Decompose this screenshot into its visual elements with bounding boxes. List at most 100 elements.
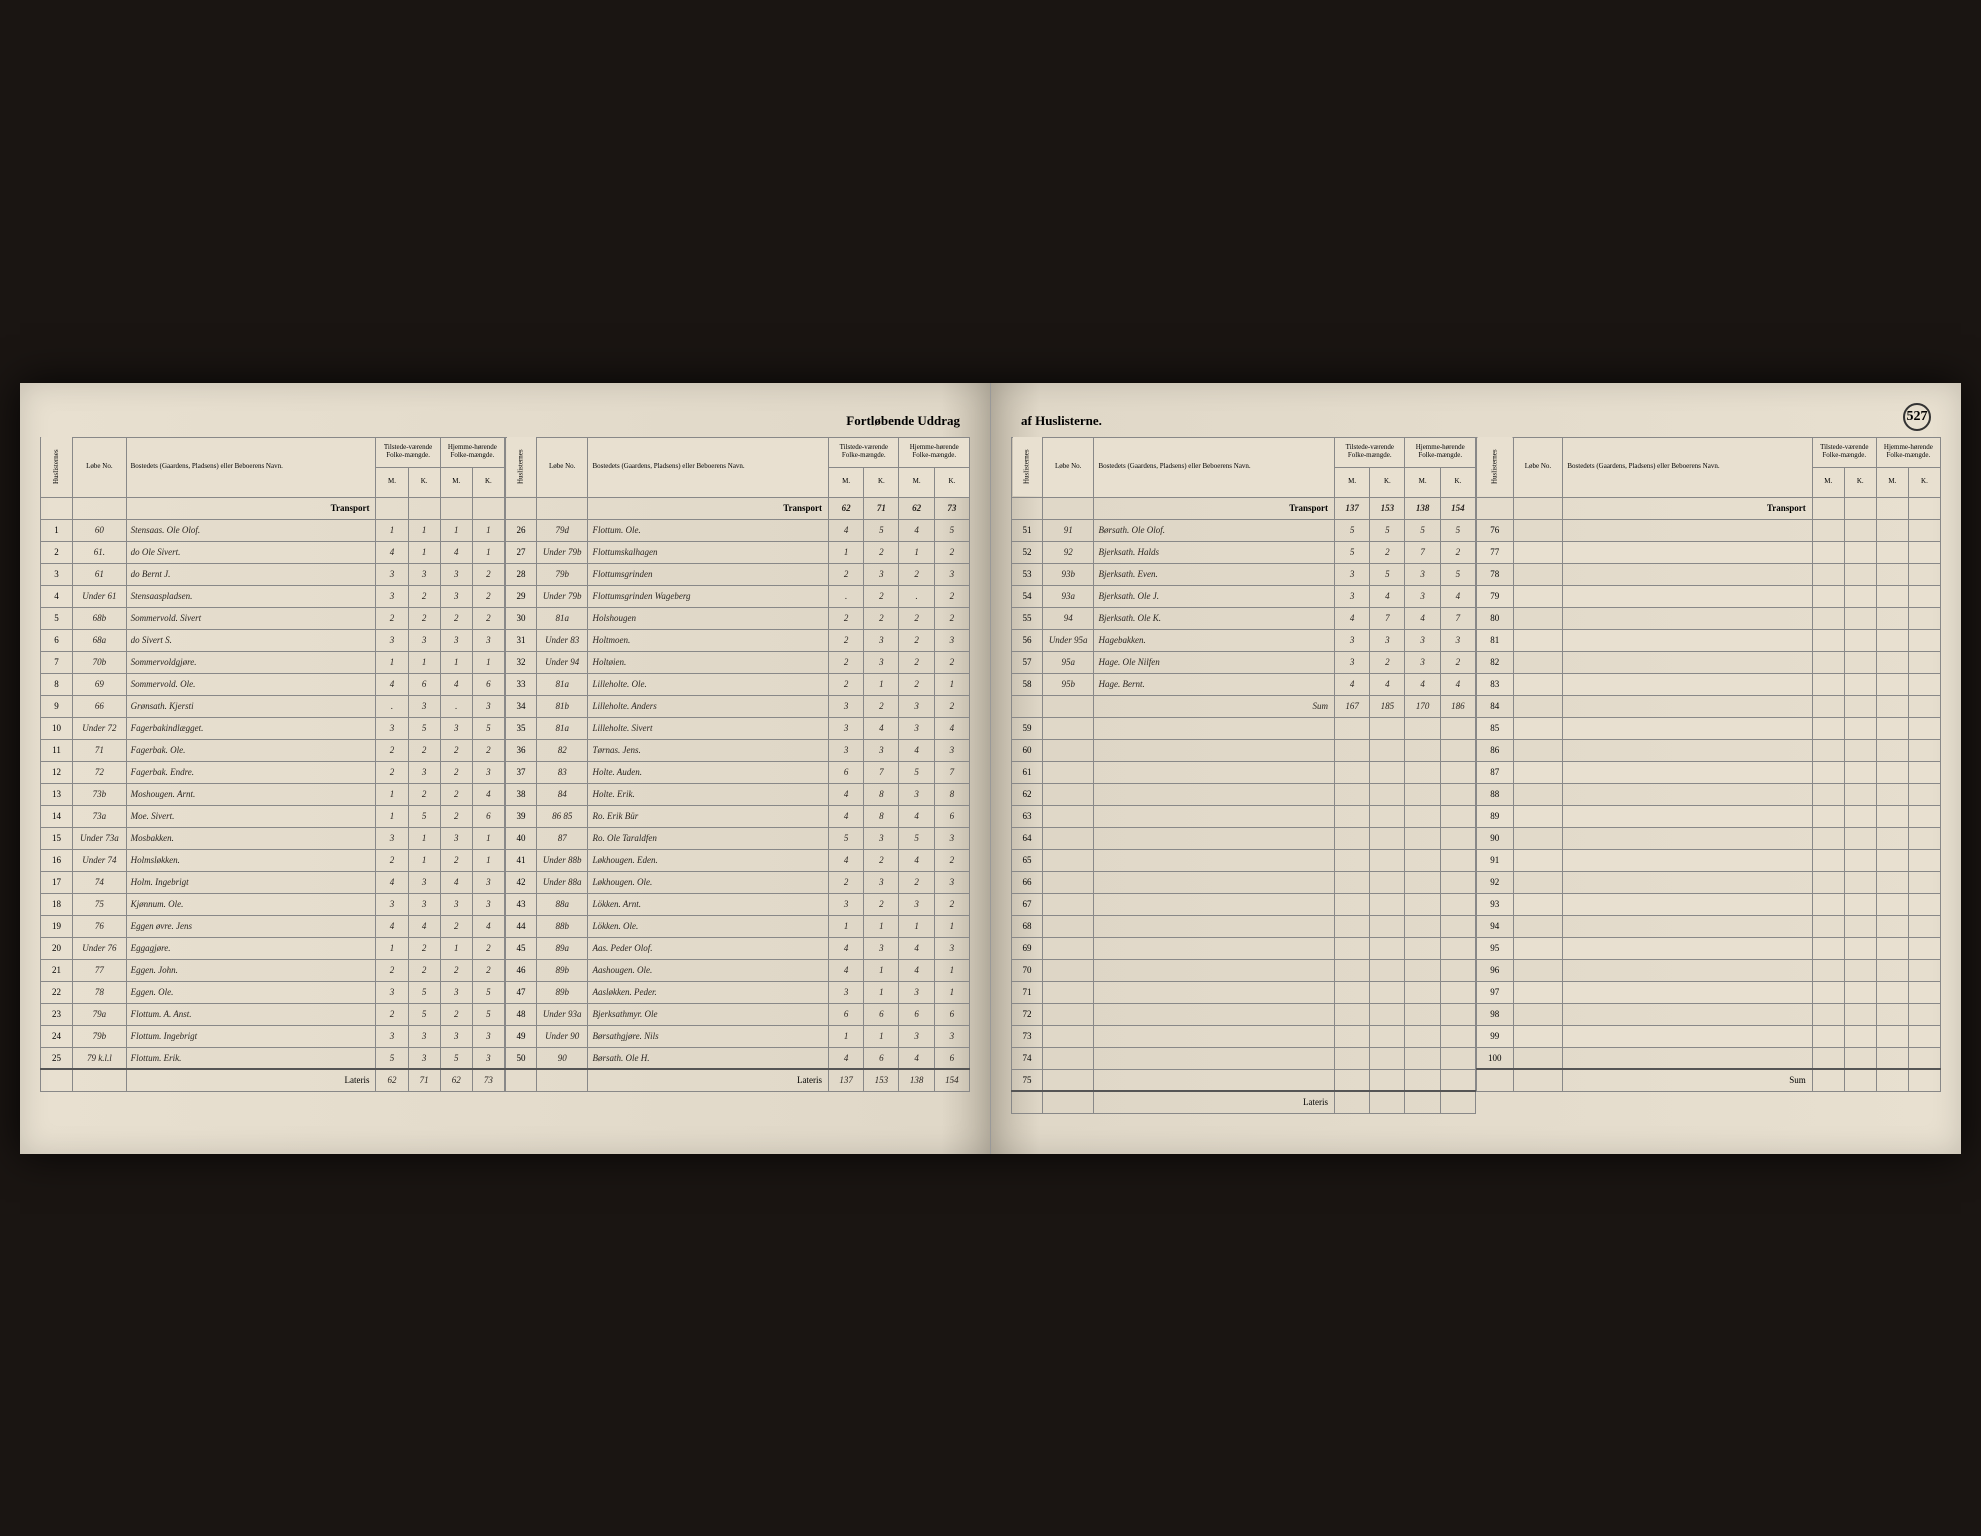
row-k1: 2 [1370, 541, 1405, 563]
transport-label: Transport [1094, 497, 1335, 519]
row-m2: 4 [440, 871, 472, 893]
row-m2: 4 [440, 541, 472, 563]
ledger-row: 55 94 Bjerksath. Ole K. 4 7 4 7 [1012, 607, 1476, 629]
row-k1: 3 [408, 1047, 440, 1069]
ledger-row: 53 93b Bjerksath. Even. 3 5 3 5 [1012, 563, 1476, 585]
row-lobe: 83 [536, 761, 588, 783]
ledger-row-empty: 66 [1012, 871, 1476, 893]
row-lobe: 87 [536, 827, 588, 849]
row-idx: 19 [41, 915, 73, 937]
row-k1: 2 [408, 959, 440, 981]
lateris-m1: 137 [829, 1069, 864, 1091]
row-k2: 4 [472, 915, 504, 937]
row-k1: 2 [1370, 651, 1405, 673]
row-lobe: 79b [536, 563, 588, 585]
row-m1: 5 [1335, 541, 1370, 563]
transport-m1: 137 [1335, 497, 1370, 519]
row-idx: 43 [506, 893, 537, 915]
row-lobe: 79b [73, 1025, 127, 1047]
row-name: Aas. Peder Olof. [588, 937, 829, 959]
ledger-row: 25 79 k.l.l Flottum. Erik. 5 3 5 3 [41, 1047, 505, 1069]
row-k2: 1 [934, 915, 969, 937]
transport-row: Transport [1477, 497, 1941, 519]
row-idx: 16 [41, 849, 73, 871]
ledger-table-1: Huslisternes Løbe No. Bostedets (Gaarden… [40, 437, 505, 1092]
row-k1: 1 [408, 541, 440, 563]
col-m2: M. [1876, 467, 1908, 497]
ledger-row-empty: 90 [1477, 827, 1941, 849]
row-k2: 5 [472, 1003, 504, 1025]
row-k2: 1 [934, 673, 969, 695]
row-k1: 3 [408, 629, 440, 651]
col-m1: M. [1812, 467, 1844, 497]
row-m1: 4 [376, 673, 408, 695]
sum-k1: 185 [1370, 695, 1405, 717]
row-m2: 6 [899, 1003, 934, 1025]
row-idx: 60 [1012, 739, 1043, 761]
row-k1: 1 [864, 981, 899, 1003]
row-idx: 26 [506, 519, 537, 541]
row-name: Flottum. Ingebrigt [126, 1025, 376, 1047]
ledger-row: 58 95b Hage. Bernt. 4 4 4 4 [1012, 673, 1476, 695]
row-k2: 2 [934, 849, 969, 871]
row-k1: 1 [408, 651, 440, 673]
row-m1: 3 [376, 563, 408, 585]
ledger-row-empty: 70 [1012, 959, 1476, 981]
row-m2: 2 [899, 629, 934, 651]
row-m2: 3 [1405, 585, 1440, 607]
row-idx: 99 [1477, 1025, 1514, 1047]
ledger-row: 38 84 Holte. Erik. 4 8 3 8 [506, 783, 970, 805]
row-m1: 4 [1335, 607, 1370, 629]
row-name: Hage. Ole Nilfen [1094, 651, 1335, 673]
row-k1: 5 [864, 519, 899, 541]
ledger-row: 23 79a Flottum. A. Anst. 2 5 2 5 [41, 1003, 505, 1025]
col-k1: K. [1844, 467, 1876, 497]
row-name: Sommervold. Ole. [126, 673, 376, 695]
row-m2: 5 [1405, 519, 1440, 541]
row-lobe: Under 94 [536, 651, 588, 673]
row-idx: 20 [41, 937, 73, 959]
row-idx: 46 [506, 959, 537, 981]
row-name: Bjerksath. Ole K. [1094, 607, 1335, 629]
transport-m2 [440, 497, 472, 519]
col-m2: M. [1405, 467, 1440, 497]
row-m2: 2 [440, 1003, 472, 1025]
row-m1: 3 [376, 629, 408, 651]
lateris-m1: 62 [376, 1069, 408, 1091]
col-m1: M. [829, 467, 864, 497]
row-idx: 92 [1477, 871, 1514, 893]
row-idx: 34 [506, 695, 537, 717]
row-lobe: 69 [73, 673, 127, 695]
row-idx: 4 [41, 585, 73, 607]
row-name: Børsath. Ole H. [588, 1047, 829, 1069]
row-k1: 1 [864, 1025, 899, 1047]
row-k2: 3 [472, 695, 504, 717]
row-k1: 2 [408, 783, 440, 805]
row-m2: 4 [899, 959, 934, 981]
row-m2: 2 [899, 563, 934, 585]
row-lobe: 81a [536, 717, 588, 739]
row-m2: 1 [899, 541, 934, 563]
row-k2: 1 [472, 849, 504, 871]
ledger-row-empty: 76 [1477, 519, 1941, 541]
row-m2: 3 [899, 783, 934, 805]
row-k2: 3 [934, 937, 969, 959]
row-k1: 1 [408, 519, 440, 541]
row-k2: 3 [934, 1025, 969, 1047]
row-m2: 5 [440, 1047, 472, 1069]
row-idx: 79 [1477, 585, 1514, 607]
row-lobe: 94 [1042, 607, 1094, 629]
row-idx: 58 [1012, 673, 1043, 695]
row-lobe: 68a [73, 629, 127, 651]
row-m2: 4 [899, 805, 934, 827]
row-m2: 3 [440, 981, 472, 1003]
row-name: Holmsløkken. [126, 849, 376, 871]
row-name: Kjønnum. Ole. [126, 893, 376, 915]
row-name: Eggen. John. [126, 959, 376, 981]
row-k2: 2 [934, 651, 969, 673]
row-idx: 71 [1012, 981, 1043, 1003]
col-m1: M. [376, 467, 408, 497]
row-idx: 72 [1012, 1003, 1043, 1025]
col-hjemme: Hjemme-hørende Folke-mængde. [440, 437, 504, 467]
row-idx: 35 [506, 717, 537, 739]
